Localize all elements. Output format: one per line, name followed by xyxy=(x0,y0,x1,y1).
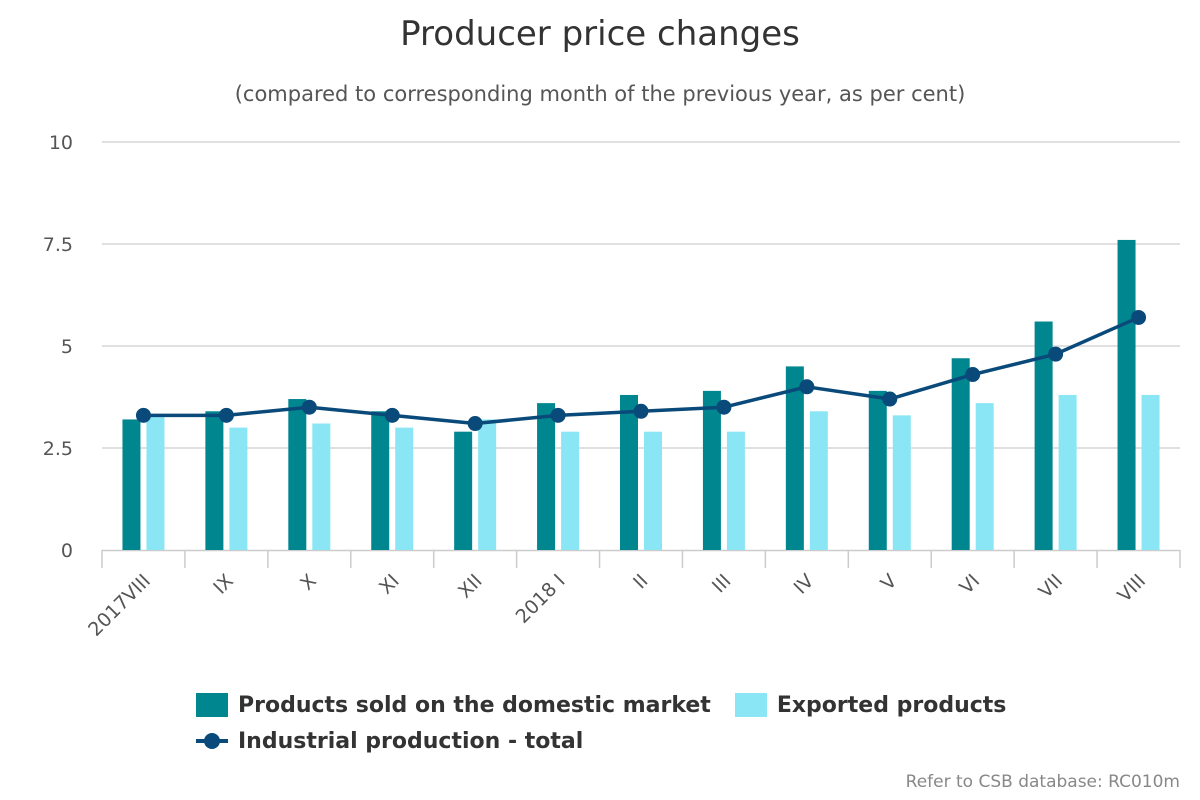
bar-exported xyxy=(726,431,745,550)
bar-exported xyxy=(644,431,662,550)
legend-swatch-domestic xyxy=(196,693,228,717)
x-tick-label: VIII xyxy=(1113,570,1150,607)
point-total xyxy=(301,399,317,415)
x-tick-label: III xyxy=(708,570,735,597)
x-tick-label: IX xyxy=(209,570,238,599)
legend-item-total[interactable]: Industrial production - total xyxy=(196,729,583,754)
bar-domestic xyxy=(371,411,390,550)
legend-label-exported: Exported products xyxy=(776,692,1007,718)
bar-exported xyxy=(892,415,911,550)
x-tick-label: V xyxy=(877,570,902,595)
bar-domestic xyxy=(1117,239,1136,551)
bar-domestic xyxy=(288,399,307,550)
bar-exported xyxy=(146,415,165,550)
y-tick-label: 5 xyxy=(61,336,73,358)
bar-exported xyxy=(1141,394,1160,550)
y-tick-label: 2.5 xyxy=(43,438,73,460)
legend-swatch-total xyxy=(196,729,228,753)
point-total xyxy=(799,379,815,395)
point-total xyxy=(218,407,234,423)
x-tick-label: XII xyxy=(454,570,487,603)
chart-legend: Products sold on the domestic market Exp… xyxy=(196,688,1030,760)
bar-domestic xyxy=(537,403,556,550)
point-total xyxy=(550,407,566,423)
bar-domestic xyxy=(205,411,224,550)
x-tick-label: 2017VIII xyxy=(84,570,155,641)
bar-domestic xyxy=(122,419,141,550)
x-tick-label: VI xyxy=(956,570,985,599)
bar-exported xyxy=(229,427,248,550)
y-tick-label: 7.5 xyxy=(43,234,73,256)
legend-swatch-exported xyxy=(734,693,767,717)
x-tick-label: II xyxy=(629,570,652,593)
source-note[interactable]: Refer to CSB database: RC010m xyxy=(905,772,1180,792)
bar-domestic xyxy=(868,390,887,550)
y-tick-label: 10 xyxy=(49,132,73,154)
point-total xyxy=(716,399,732,415)
bar-domestic xyxy=(785,366,804,550)
point-total xyxy=(467,416,483,432)
bar-exported xyxy=(975,403,994,550)
chart-title: Producer price changes xyxy=(400,14,800,54)
chart-subtitle: (compared to corresponding month of the … xyxy=(234,82,966,106)
bar-exported xyxy=(395,427,414,550)
legend-item-domestic[interactable]: Products sold on the domestic market xyxy=(196,693,711,718)
point-total xyxy=(1048,346,1064,362)
legend-label-total: Industrial production - total xyxy=(238,728,584,754)
legend-item-exported[interactable]: Exported products xyxy=(734,692,1007,718)
point-total xyxy=(965,367,981,383)
x-tick-label: X xyxy=(296,570,321,595)
bar-exported xyxy=(312,423,331,550)
x-tick-label: IV xyxy=(790,570,819,599)
bar-exported xyxy=(561,431,580,550)
x-tick-label: VII xyxy=(1034,570,1067,603)
point-total xyxy=(1131,309,1147,325)
y-tick-label: 0 xyxy=(61,540,73,562)
bar-exported xyxy=(809,411,828,550)
bar-exported xyxy=(478,419,497,550)
bar-domestic xyxy=(620,394,638,550)
bar-domestic xyxy=(702,390,721,550)
legend-label-domestic: Products sold on the domestic market xyxy=(238,692,711,718)
bar-domestic xyxy=(1034,321,1053,550)
point-total xyxy=(882,391,898,407)
bar-domestic xyxy=(454,431,473,550)
point-total xyxy=(384,407,400,423)
point-total xyxy=(135,407,151,423)
bar-exported xyxy=(1058,394,1077,550)
x-tick-label: XI xyxy=(375,570,404,599)
bar-domestic xyxy=(951,358,970,550)
point-total xyxy=(633,403,649,419)
x-tick-label: 2018 I xyxy=(512,570,570,628)
